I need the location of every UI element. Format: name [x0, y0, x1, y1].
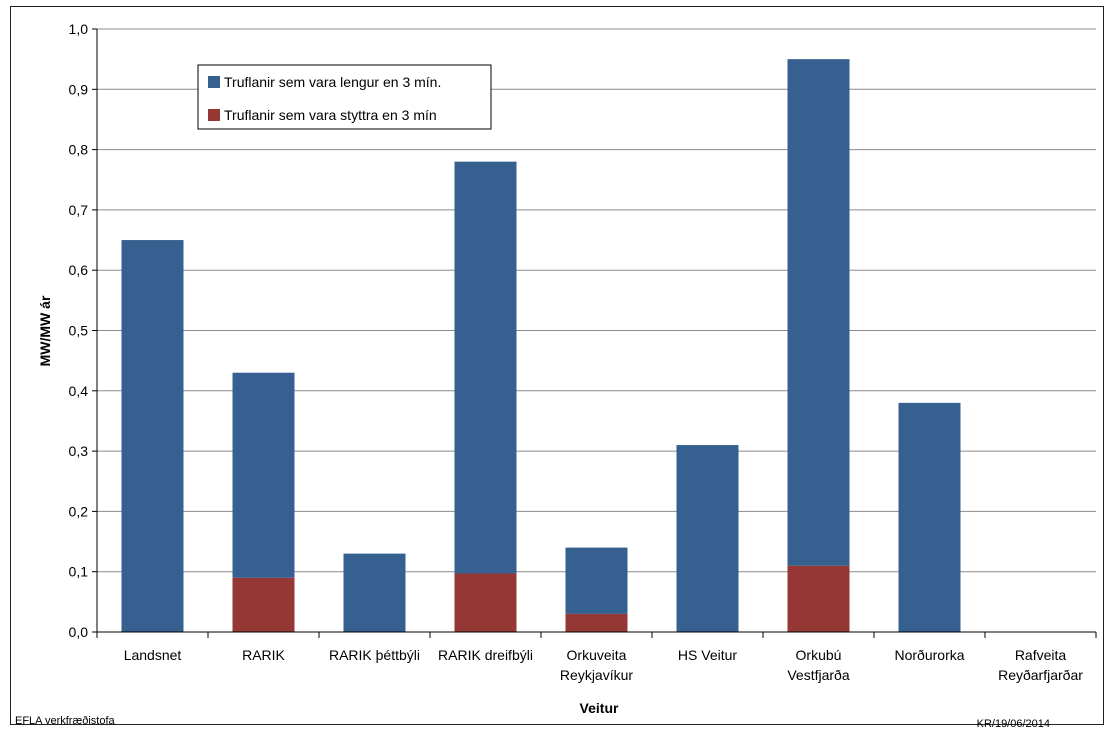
bar-long-outage: [454, 161, 517, 574]
x-category-label: RARIK þéttbýli: [329, 647, 420, 663]
bar-long-outage: [676, 445, 739, 632]
bar-long-outage: [898, 402, 961, 632]
bar-short-outage: [565, 613, 628, 632]
bars: [121, 59, 961, 633]
y-axis-title: MW/MW ár: [37, 295, 53, 366]
x-category-label: HS Veitur: [678, 647, 737, 663]
x-category-label: Orkuveita Reykjavíkur: [560, 647, 633, 683]
x-category-label: Orkubú Vestfjarða: [787, 647, 849, 683]
legend-swatch: [208, 109, 220, 121]
bar-long-outage: [787, 59, 850, 566]
bar-long-outage: [232, 372, 295, 578]
bar-long-outage: [565, 547, 628, 614]
y-tick-label: 1,0: [69, 21, 89, 37]
x-category-label: Norðurorka: [894, 647, 964, 663]
y-tick-label: 0,6: [69, 262, 89, 278]
y-tick-label: 0,3: [69, 443, 89, 459]
y-tick-label: 0,4: [69, 383, 89, 399]
bar-short-outage: [787, 565, 850, 632]
footer-right: KR/19/06/2014: [977, 718, 1050, 729]
y-tick-labels: 0,0 0,1 0,2 0,3 0,4 0,5 0,6 0,7 0,8 0,9 1,0: [69, 21, 89, 640]
y-tick-label: 0,5: [69, 323, 89, 339]
y-tick-label: 0,8: [69, 142, 89, 158]
x-category-label: RARIK dreifbýli: [438, 647, 533, 663]
bar-short-outage: [232, 577, 295, 632]
bar-short-outage: [454, 573, 517, 632]
legend-label: Truflanir sem vara styttra en 3 mín: [224, 107, 437, 123]
y-tick-label: 0,1: [69, 564, 89, 580]
legend-label: Truflanir sem vara lengur en 3 mín.: [224, 74, 441, 90]
y-tick-label: 0,7: [69, 202, 89, 218]
legend-box: [197, 64, 492, 130]
chart-frame: [10, 6, 1104, 725]
x-category-label: Rafveita Reyðarfjarðar: [998, 647, 1083, 683]
x-category-label: Landsnet: [124, 647, 182, 663]
legend: Truflanir sem vara lengur en 3 mín. Trufl…: [197, 64, 492, 130]
y-tick-label: 0,2: [69, 503, 89, 519]
bar-long-outage: [121, 240, 184, 633]
footer-left: EFLA verkfræðistofa: [15, 715, 116, 727]
x-category-label: RARIK: [242, 647, 285, 663]
x-category-labels: Landsnet RARIK RARIK þéttbýli RARIK dreifbý…: [96, 632, 1097, 683]
bar-long-outage: [343, 553, 406, 632]
y-tick-label: 0,9: [69, 81, 89, 97]
legend-swatch: [208, 76, 220, 88]
x-axis-title: Veitur: [580, 700, 619, 716]
y-tick-label: 0,0: [69, 624, 89, 640]
